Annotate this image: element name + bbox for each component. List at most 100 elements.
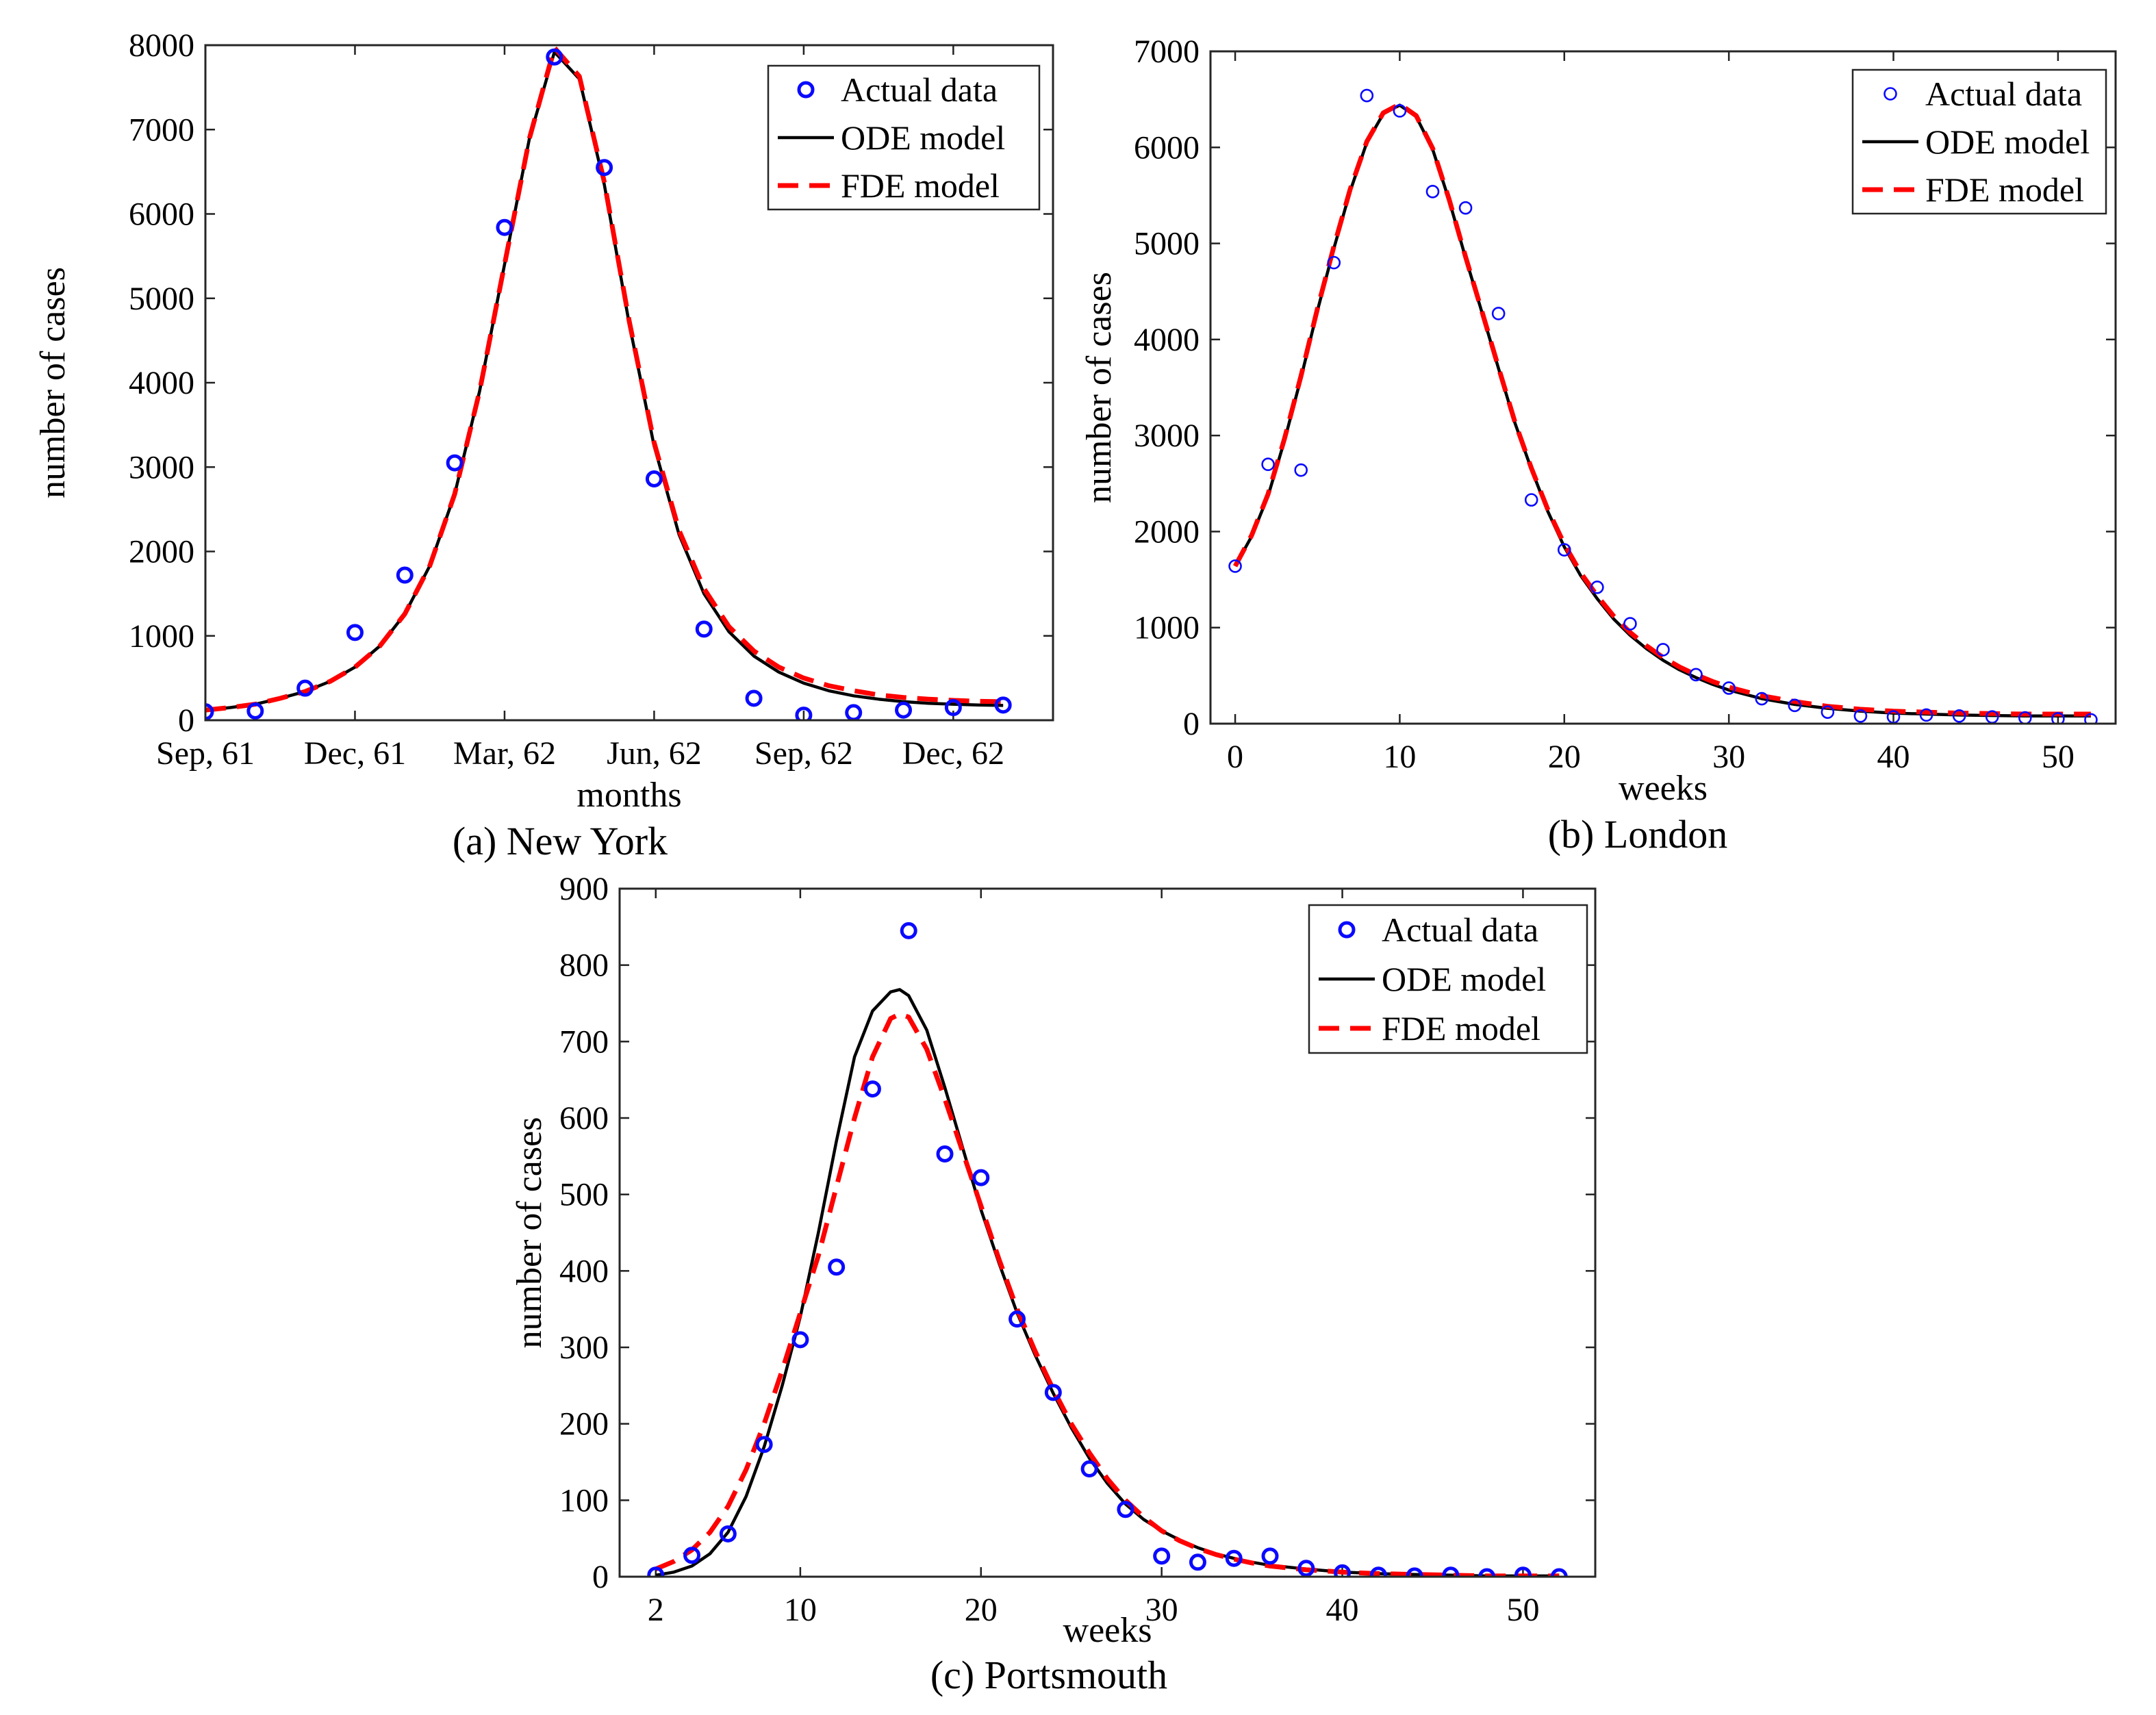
data-point bbox=[546, 48, 563, 66]
x-tick-label: 2 bbox=[648, 1592, 664, 1628]
legend-label: Actual data bbox=[1925, 75, 2082, 113]
data-point bbox=[2084, 713, 2098, 724]
data-point bbox=[944, 699, 962, 717]
x-tick-label: 40 bbox=[1877, 739, 1910, 775]
x-tick-label: 30 bbox=[1145, 1592, 1178, 1628]
data-point bbox=[1442, 1566, 1460, 1577]
series-actual-data bbox=[1228, 88, 2098, 724]
y-tick-label: 2000 bbox=[129, 534, 194, 570]
data-point bbox=[1722, 681, 1736, 695]
data-point bbox=[936, 1145, 954, 1163]
y-tick-label: 800 bbox=[559, 948, 609, 984]
data-point bbox=[895, 701, 913, 719]
data-point bbox=[296, 679, 314, 697]
data-point bbox=[1297, 1560, 1315, 1577]
data-point bbox=[1080, 1460, 1098, 1478]
data-point bbox=[1491, 307, 1506, 320]
y-axis-label: number of cases bbox=[510, 1117, 549, 1349]
x-tick-label: Mar, 62 bbox=[453, 735, 556, 772]
y-tick-label: 3000 bbox=[1134, 418, 1200, 454]
axes-frame bbox=[618, 887, 1597, 1578]
y-tick-label: 900 bbox=[559, 871, 609, 907]
y-tick-label: 1000 bbox=[129, 618, 194, 655]
panel-portsmouth: 2 10 20 30 40 500100200300400500600700800900w… bbox=[510, 871, 1597, 1697]
data-point bbox=[647, 1566, 665, 1577]
data-point bbox=[695, 620, 713, 638]
x-tick-label: 0 bbox=[1227, 739, 1243, 775]
y-tick-label: 1000 bbox=[1134, 610, 1200, 646]
data-point bbox=[246, 702, 264, 720]
data-point bbox=[1189, 1553, 1206, 1571]
y-tick-label: 0 bbox=[1183, 706, 1200, 742]
x-tick-label: 20 bbox=[965, 1592, 998, 1628]
y-tick-label: 300 bbox=[559, 1330, 609, 1366]
series-actual-data bbox=[205, 48, 1012, 720]
data-point bbox=[1425, 185, 1440, 199]
x-tick-label: 40 bbox=[1326, 1592, 1359, 1628]
legend-label: Actual data bbox=[1382, 911, 1538, 949]
legend-label: ODE model bbox=[841, 118, 1005, 157]
data-point bbox=[496, 218, 513, 236]
data-point bbox=[1514, 1566, 1532, 1577]
x-tick-label: 10 bbox=[1383, 739, 1416, 775]
data-point bbox=[396, 566, 414, 584]
axes-frame bbox=[204, 44, 1054, 722]
legend: Actual data ODE model FDE model bbox=[1851, 68, 2107, 215]
data-point bbox=[1952, 709, 1966, 723]
x-axis-label: weeks bbox=[1063, 1611, 1152, 1650]
x-tick-label: Sep, 61 bbox=[156, 735, 255, 772]
y-tick-label: 7000 bbox=[129, 112, 194, 148]
y-tick-label: 0 bbox=[178, 702, 194, 739]
data-point bbox=[596, 159, 613, 177]
data-point bbox=[900, 922, 917, 939]
y-tick-label: 100 bbox=[559, 1482, 609, 1519]
x-tick-label: 50 bbox=[1506, 1592, 1539, 1628]
data-point bbox=[205, 703, 214, 720]
panel-london: 0 10 20 30 40 50 0 1000 2000 3000 4000 5000 6000 7000… bbox=[1080, 34, 2117, 856]
y-tick-label: 600 bbox=[559, 1100, 609, 1136]
y-tick-label: 6000 bbox=[129, 196, 194, 233]
y-axis-label: number of cases bbox=[34, 267, 73, 498]
data-point bbox=[1689, 668, 1703, 682]
data-point bbox=[1153, 1547, 1171, 1565]
data-point bbox=[755, 1436, 773, 1453]
series-actual-data bbox=[647, 922, 1568, 1577]
data-point bbox=[1228, 559, 1242, 573]
legend-label: ODE model bbox=[1382, 960, 1546, 998]
axis-ticks: 0 10 20 30 40 50 0 1000 2000 3000 4000 5000 6000 7000 bbox=[1134, 34, 2116, 775]
data-point bbox=[1623, 617, 1637, 631]
data-point bbox=[1919, 708, 1933, 722]
data-point bbox=[1261, 1547, 1279, 1565]
legend-label: FDE model bbox=[841, 166, 1000, 205]
data-point bbox=[1478, 1568, 1496, 1577]
data-point bbox=[828, 1258, 846, 1276]
x-tick-label: 20 bbox=[1548, 739, 1581, 775]
y-tick-label: 6000 bbox=[1134, 129, 1200, 166]
data-point bbox=[1369, 1566, 1387, 1577]
y-tick-label: 400 bbox=[559, 1253, 609, 1289]
plot-area bbox=[647, 922, 1568, 1577]
data-point bbox=[1294, 463, 1308, 477]
data-point bbox=[1327, 255, 1341, 270]
axis-ticks: Sep, 61 Dec, 61 Mar, 62 Jun, 62 Sep, 62 Dec, … bbox=[129, 27, 1053, 772]
legend-label: FDE model bbox=[1925, 170, 2084, 209]
legend-marker-actual-data bbox=[797, 81, 815, 99]
data-point bbox=[1044, 1384, 1062, 1401]
y-tick-label: 4000 bbox=[1134, 322, 1200, 358]
legend-marker-actual-data bbox=[1884, 87, 1897, 101]
series-fde-model-line bbox=[1233, 101, 2091, 717]
legend-label: Actual data bbox=[841, 71, 998, 109]
data-point bbox=[446, 454, 464, 472]
data-point bbox=[1225, 1549, 1243, 1567]
legend-marker-actual-data bbox=[1338, 921, 1356, 939]
y-tick-label: 4000 bbox=[129, 365, 194, 401]
data-point bbox=[972, 1169, 990, 1186]
y-tick-label: 0 bbox=[592, 1559, 609, 1595]
data-point bbox=[1557, 543, 1571, 557]
y-tick-label: 5000 bbox=[129, 281, 194, 317]
x-tick-label: Dec, 62 bbox=[902, 735, 1004, 772]
data-point bbox=[1755, 691, 1769, 706]
